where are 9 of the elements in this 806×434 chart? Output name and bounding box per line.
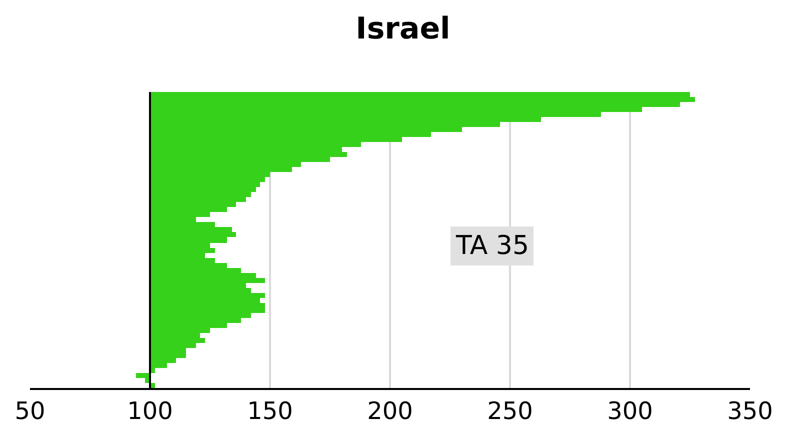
x-tick-label: 200 bbox=[367, 396, 413, 425]
x-tick-label: 350 bbox=[727, 396, 773, 425]
chart-title: Israel bbox=[356, 11, 450, 46]
x-tick-label: 50 bbox=[14, 396, 46, 425]
x-tick-label: 250 bbox=[487, 396, 533, 425]
annotation: TA 35 bbox=[455, 231, 529, 261]
x-tick-label: 300 bbox=[607, 396, 653, 425]
x-tick-label: 150 bbox=[247, 396, 293, 425]
x-tick-label: 100 bbox=[127, 396, 173, 425]
